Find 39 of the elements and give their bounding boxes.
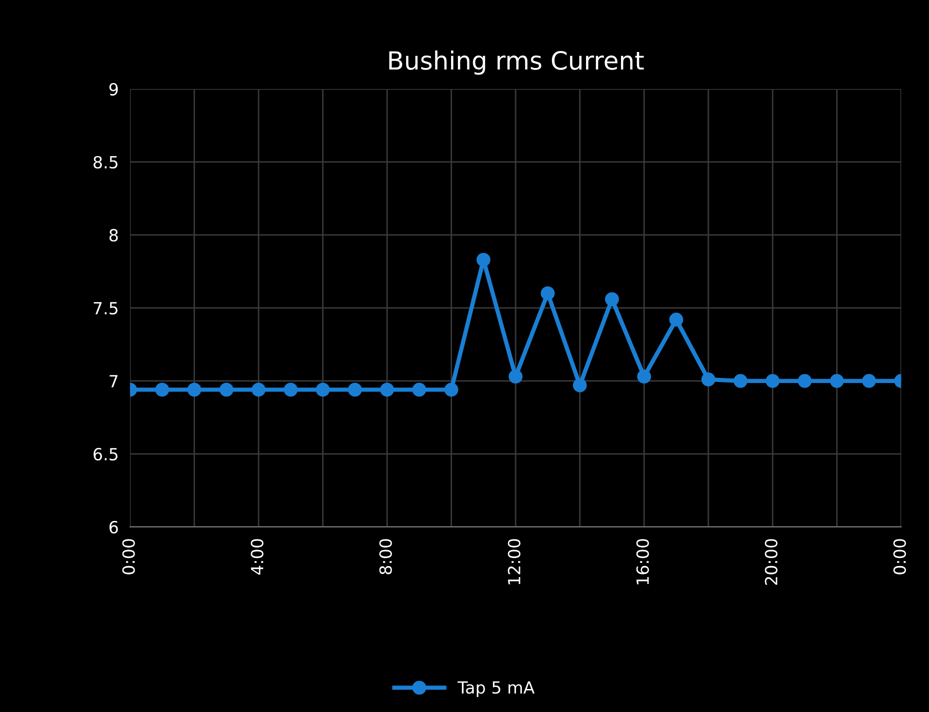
point xyxy=(476,252,490,267)
x-tick-label: 12:00 xyxy=(508,539,520,584)
point xyxy=(862,374,876,388)
x-tick-label: 0:00 xyxy=(893,539,906,574)
y-tick-label: 7 xyxy=(110,375,118,388)
point xyxy=(572,378,587,392)
y-tick-label: 7.5 xyxy=(94,302,118,315)
point xyxy=(669,312,684,327)
y-tick-label: 6 xyxy=(110,520,118,534)
point xyxy=(316,382,330,397)
point xyxy=(637,370,652,384)
x-tick-label: 0:00 xyxy=(122,539,135,574)
chart-title: Bushing rms Current xyxy=(389,50,644,75)
point xyxy=(284,382,298,397)
point xyxy=(766,374,780,388)
y-tick-label: 8.5 xyxy=(94,156,118,169)
point xyxy=(540,286,555,300)
point xyxy=(798,374,812,388)
point xyxy=(830,374,844,388)
x-tick-label: 16:00 xyxy=(636,539,649,584)
point xyxy=(734,374,748,388)
x-tick-label: 8:00 xyxy=(379,539,392,574)
point xyxy=(187,382,202,397)
point xyxy=(701,372,716,386)
x-tick-label: 4:00 xyxy=(250,539,264,575)
point xyxy=(348,382,362,397)
point xyxy=(380,382,394,397)
point xyxy=(444,382,458,397)
point xyxy=(252,382,266,397)
y-tick-label: 8 xyxy=(109,228,118,242)
y-tick-label: 9 xyxy=(109,82,118,96)
legend-label: Tap 5 mA xyxy=(458,681,535,697)
point xyxy=(220,382,234,397)
point xyxy=(155,382,170,397)
point xyxy=(508,370,523,384)
y-tick-label: 6.5 xyxy=(94,448,118,460)
point xyxy=(605,292,619,306)
x-tick-label: 20:00 xyxy=(764,539,778,585)
point xyxy=(412,382,426,397)
